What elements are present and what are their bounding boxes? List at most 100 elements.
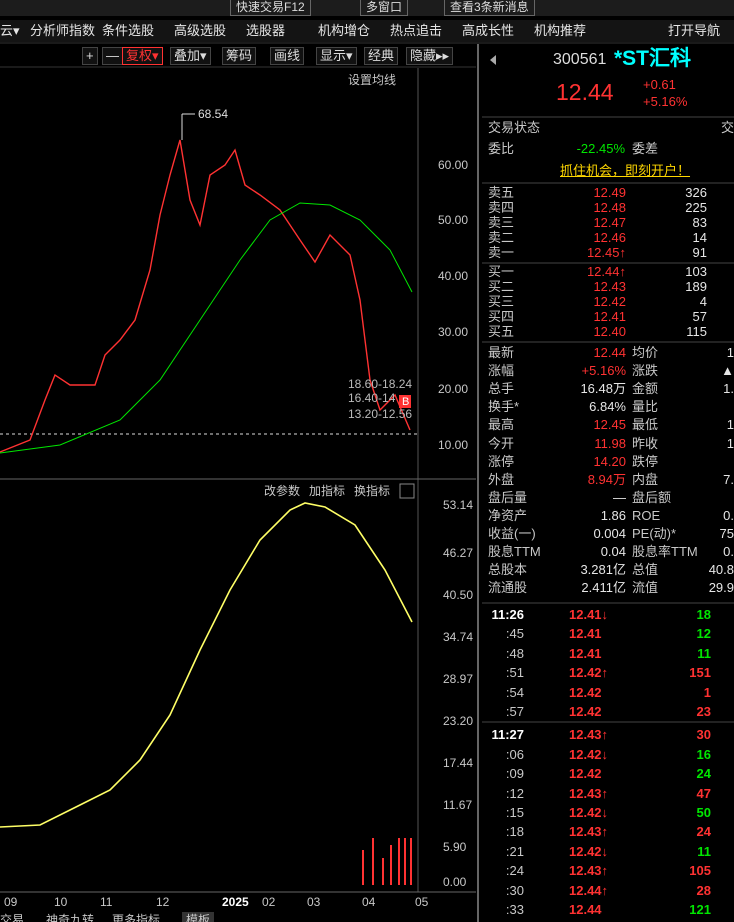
ratio: -22.45% bbox=[576, 141, 625, 156]
ma-setting[interactable]: 设置均线 bbox=[348, 73, 397, 87]
back-arrow[interactable] bbox=[490, 55, 496, 65]
book-label: 买一 bbox=[488, 264, 515, 279]
toolbar-button[interactable]: — bbox=[102, 47, 123, 65]
menu-item[interactable]: 分析师指数 bbox=[30, 23, 96, 38]
tick-time: :09 bbox=[505, 766, 524, 782]
menu-item[interactable]: 高成长性 bbox=[462, 23, 515, 38]
stat-value: 1 bbox=[726, 417, 734, 433]
tick-volume: 105 bbox=[689, 863, 711, 879]
menu-item[interactable]: 选股器 bbox=[246, 23, 286, 38]
menu-item[interactable]: 云▾ bbox=[0, 23, 20, 38]
bottom-tab[interactable]: 神奇九转 bbox=[46, 913, 95, 922]
toolbar-button[interactable]: 经典 bbox=[364, 47, 399, 65]
top-bar-item[interactable]: 快速交易F12 bbox=[230, 0, 311, 16]
stat-label: 股息率TTM bbox=[632, 544, 698, 560]
x-axis-label: 02 bbox=[262, 895, 276, 909]
stat-value: 0. bbox=[723, 544, 734, 560]
tick-volume: 1 bbox=[703, 684, 711, 700]
tick-volume: 47 bbox=[696, 785, 711, 801]
toolbar-button[interactable]: 复权▾ bbox=[122, 47, 163, 65]
y-axis-label: 23.20 bbox=[443, 714, 474, 728]
menu-item[interactable]: 条件选股 bbox=[102, 23, 155, 38]
top-bar-item[interactable]: 查看3条新消息 bbox=[444, 0, 535, 16]
toolbar-button[interactable]: + bbox=[82, 47, 98, 65]
book-volume: 225 bbox=[685, 200, 707, 215]
x-axis-label: 05 bbox=[415, 895, 429, 909]
tick-volume: 24 bbox=[696, 766, 711, 782]
stat-value: 6.84% bbox=[589, 399, 626, 415]
range-label: 18.60-18.24 bbox=[348, 377, 413, 391]
indicator-button[interactable]: 换指标 bbox=[354, 484, 391, 498]
tick-time: :33 bbox=[505, 902, 524, 917]
stat-value: 1.86 bbox=[600, 507, 626, 523]
toolbar-button[interactable]: 画线 bbox=[270, 47, 305, 65]
ratio-label: 委比 bbox=[488, 141, 515, 156]
toolbar-button[interactable]: 叠加▾ bbox=[170, 47, 211, 65]
tick-time: :45 bbox=[505, 626, 524, 642]
stat-value: 0. bbox=[723, 507, 734, 523]
close-box bbox=[399, 483, 415, 499]
y-axis-label: 11.67 bbox=[443, 798, 473, 812]
book-label: 买二 bbox=[488, 279, 515, 294]
toolbar-button[interactable]: 显示▾ bbox=[316, 47, 357, 65]
book-label: 买四 bbox=[488, 309, 515, 324]
price: 12.44 bbox=[556, 79, 614, 105]
book-volume: 326 bbox=[685, 185, 707, 200]
book-price: 12.44↑ bbox=[586, 264, 626, 279]
toolbar-button[interactable]: 隐藏▸▸ bbox=[406, 47, 454, 65]
stat-value: 14.20 bbox=[593, 453, 626, 469]
tick-price: 12.42↓ bbox=[569, 746, 609, 762]
stat-value: 75 bbox=[719, 526, 734, 541]
stat-label: 总股本 bbox=[488, 562, 528, 578]
stat-value: 12.45 bbox=[593, 417, 626, 433]
book-volume: 189 bbox=[685, 279, 707, 294]
stat-label: 涨停 bbox=[488, 453, 515, 469]
tick-price: 12.41 bbox=[569, 645, 602, 661]
tick-time: :18 bbox=[505, 824, 524, 840]
bottom-tab[interactable]: 模板 bbox=[182, 912, 215, 922]
tick-time: :15 bbox=[505, 805, 524, 820]
book-price: 12.43 bbox=[593, 279, 626, 294]
tick-price: 12.41↓ bbox=[569, 607, 609, 622]
indicator-button[interactable]: 加指标 bbox=[309, 484, 346, 498]
stat-value: 2.411亿 bbox=[581, 580, 626, 596]
menu-item[interactable]: 机构增仓 bbox=[318, 23, 371, 38]
x-axis-label: 03 bbox=[307, 895, 321, 909]
tick-volume: 28 bbox=[696, 882, 711, 898]
moving-average bbox=[0, 202, 413, 454]
menu-item[interactable]: 机构推荐 bbox=[534, 23, 587, 38]
stat-value: — bbox=[613, 489, 626, 505]
toolbar-button[interactable]: 筹码 bbox=[222, 47, 257, 65]
tick-price: 12.43↑ bbox=[569, 824, 609, 840]
stat-label: ROE bbox=[632, 507, 661, 523]
stat-label: 最新 bbox=[488, 345, 515, 360]
bottom-tab[interactable]: 交易 bbox=[0, 913, 25, 922]
tick-price: 12.44 bbox=[569, 902, 602, 917]
tick-time: :12 bbox=[505, 785, 524, 801]
book-label: 买三 bbox=[488, 294, 515, 309]
top-bar-item[interactable]: 多窗口 bbox=[360, 0, 409, 16]
indicator-button[interactable]: 改参数 bbox=[264, 484, 301, 498]
book-price: 12.48 bbox=[593, 200, 626, 215]
book-label: 卖二 bbox=[488, 230, 515, 245]
change-pct: +5.16% bbox=[643, 94, 688, 109]
status-label: 交易状态 bbox=[488, 120, 541, 135]
promo[interactable]: 抓住机会，即刻开户！ bbox=[560, 163, 691, 178]
menu-item[interactable]: 高级选股 bbox=[174, 23, 227, 38]
menu-item[interactable]: 热点追击 bbox=[390, 23, 443, 38]
book-label: 卖一 bbox=[488, 245, 515, 260]
volume-bars bbox=[362, 838, 412, 885]
book-label: 卖五 bbox=[488, 185, 515, 200]
bottom-tab[interactable]: 更多指标 bbox=[112, 913, 161, 922]
y-axis-label: 46.27 bbox=[443, 546, 474, 560]
stat-label: 跌停 bbox=[632, 453, 659, 469]
y-axis-label: 10.00 bbox=[438, 438, 469, 452]
menu-item[interactable]: 打开导航 bbox=[668, 23, 721, 38]
tick-volume: 11 bbox=[697, 843, 711, 859]
y-axis-label: 60.00 bbox=[438, 158, 469, 172]
stat-label: 外盘 bbox=[488, 471, 515, 487]
stat-label: 昨收 bbox=[632, 435, 659, 451]
y-axis-label: 30.00 bbox=[438, 325, 469, 339]
tick-volume: 50 bbox=[696, 805, 711, 820]
